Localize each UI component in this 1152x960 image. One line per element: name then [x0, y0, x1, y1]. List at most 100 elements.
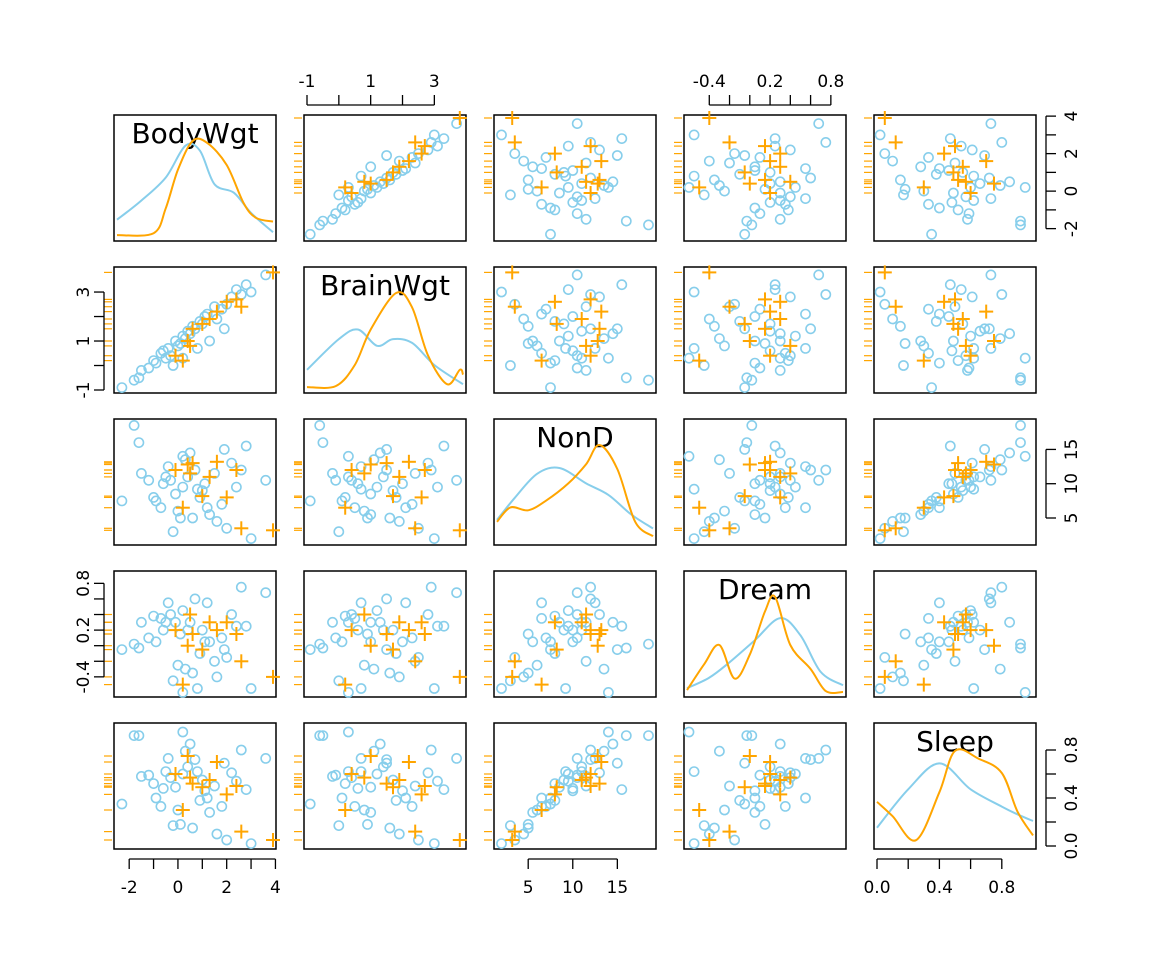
data-point-circle: [616, 784, 628, 795]
data-point-circle: [333, 189, 345, 201]
data-point-plus: [219, 294, 234, 309]
density-curve-plus: [306, 291, 464, 389]
data-point-circle: [934, 502, 945, 514]
data-point-circle: [790, 330, 801, 342]
data-point-plus: [417, 779, 432, 793]
axis-right-BodyWgt: -2 0 2 4: [1045, 111, 1082, 237]
data-point-plus: [234, 654, 249, 669]
data-point-circle: [703, 313, 715, 325]
data-point-plus: [937, 615, 952, 630]
data-point-plus: [180, 749, 195, 763]
data-point-circle: [504, 360, 516, 371]
data-point-circle: [800, 792, 811, 804]
data-point-circle: [616, 620, 628, 632]
data-point-circle: [381, 757, 392, 769]
data-point-circle: [643, 219, 654, 231]
data-point-circle: [683, 726, 695, 738]
data-point-circle: [943, 636, 955, 648]
data-point-circle: [174, 819, 186, 830]
data-point-circle: [162, 342, 174, 354]
data-point-circle: [172, 340, 184, 352]
tick-label: 0.4: [926, 878, 953, 898]
data-point-circle: [571, 587, 583, 599]
data-point-circle: [1015, 215, 1026, 227]
data-point-circle: [518, 313, 530, 325]
data-point-plus: [180, 638, 195, 653]
density-curve-circle: [876, 762, 1034, 829]
data-point-circle: [496, 129, 507, 141]
data-point-plus: [955, 312, 970, 326]
data-point-circle: [996, 581, 1008, 593]
data-point-circle: [527, 161, 539, 173]
data-point-circle: [165, 474, 176, 486]
data-point-circle: [390, 491, 402, 503]
data-point-circle: [782, 204, 794, 216]
data-point-circle: [754, 801, 766, 812]
data-point-circle: [974, 471, 986, 483]
data-point-circle: [371, 605, 383, 616]
data-point-circle: [358, 659, 370, 671]
data-point-circle: [955, 481, 967, 493]
data-point-circle: [946, 196, 958, 208]
data-point-circle: [603, 726, 614, 738]
data-point-circle: [304, 644, 316, 655]
data-point-plus: [185, 776, 200, 791]
data-point-plus: [987, 334, 1001, 348]
data-point-circle: [245, 838, 257, 849]
data-point-plus: [951, 456, 966, 471]
panel-frame: [493, 570, 657, 698]
data-point-circle: [128, 419, 140, 431]
data-point-circle: [496, 286, 507, 298]
data-point-circle: [1015, 419, 1026, 431]
data-point-circle: [374, 738, 386, 750]
tick-label: 0.0: [1062, 832, 1082, 859]
data-point-circle: [336, 792, 348, 804]
data-point-circle: [381, 754, 392, 765]
data-point-circle: [545, 382, 556, 393]
data-point-circle: [934, 308, 945, 320]
data-point-circle: [562, 140, 574, 152]
panel-frame: [113, 570, 277, 698]
data-point-circle: [946, 478, 958, 490]
data-point-circle: [688, 129, 700, 141]
data-point-circle: [438, 620, 450, 632]
data-point-plus: [507, 654, 522, 669]
data-point-plus: [175, 353, 190, 368]
data-point-circle: [774, 213, 786, 225]
data-point-plus: [386, 780, 400, 795]
data-point-circle: [167, 820, 179, 831]
data-point-circle: [384, 822, 396, 834]
tick-label: 2: [221, 878, 232, 898]
data-point-circle: [874, 533, 886, 544]
data-point-circle: [194, 795, 206, 806]
data-point-circle: [522, 174, 534, 186]
data-point-circle: [355, 683, 367, 694]
data-point-circle: [187, 822, 198, 834]
axis-bottom-Sleep: 0.0 0.4 0.8: [863, 858, 1015, 898]
data-point-circle: [133, 437, 145, 448]
data-point-circle: [709, 320, 720, 332]
data-point-plus: [877, 111, 892, 125]
data-point-circle: [496, 838, 507, 849]
data-point-plus: [408, 654, 423, 669]
data-point-circle: [949, 157, 961, 169]
data-point-plus: [401, 154, 416, 169]
data-point-circle: [805, 754, 816, 765]
data-point-circle: [425, 744, 437, 756]
data-point-plus: [185, 321, 200, 336]
data-point-circle: [926, 382, 937, 393]
data-point-circle: [451, 587, 462, 599]
data-point-circle: [985, 118, 997, 129]
data-point-circle: [560, 170, 571, 182]
data-point-circle: [749, 807, 761, 818]
data-point-plus: [737, 780, 752, 795]
panel-BrainWgt-BrainWgt: BrainWgt: [303, 266, 467, 394]
data-point-circle: [952, 355, 964, 366]
panel-frame: [683, 570, 847, 698]
data-point-circle: [1015, 219, 1026, 231]
data-point-circle: [769, 440, 781, 452]
panel-Sleep-Dream: [674, 722, 847, 850]
data-point-plus: [452, 111, 467, 125]
data-point-circle: [774, 352, 786, 364]
data-point-circle: [342, 766, 354, 777]
